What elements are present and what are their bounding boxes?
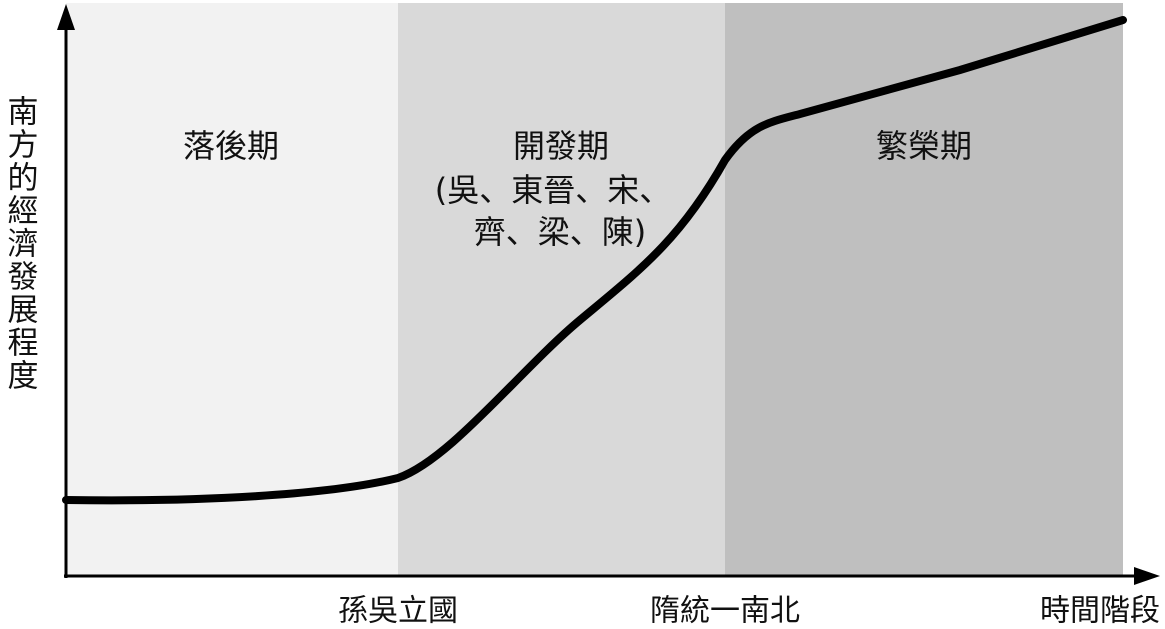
period-band <box>66 3 398 576</box>
period-note: (吳、東晉、宋、 <box>435 171 672 209</box>
period-label: 開發期 <box>513 127 609 165</box>
period-note: 齊、梁、陳) <box>474 213 647 251</box>
period-label: 落後期 <box>183 127 279 165</box>
milestone-label: 隋統一南北 <box>650 594 800 629</box>
y-axis-label: 南方的經濟發展程度 <box>2 95 39 392</box>
x-axis-arrow <box>1134 567 1160 585</box>
period-band <box>725 3 1123 576</box>
period-label: 繁榮期 <box>876 127 972 165</box>
y-axis-arrow <box>57 4 75 30</box>
milestone-label: 孫吳立國 <box>338 594 458 629</box>
development-curve <box>62 16 1127 505</box>
x-axis-label: 時間階段 <box>1040 594 1160 629</box>
period-band <box>398 3 725 576</box>
